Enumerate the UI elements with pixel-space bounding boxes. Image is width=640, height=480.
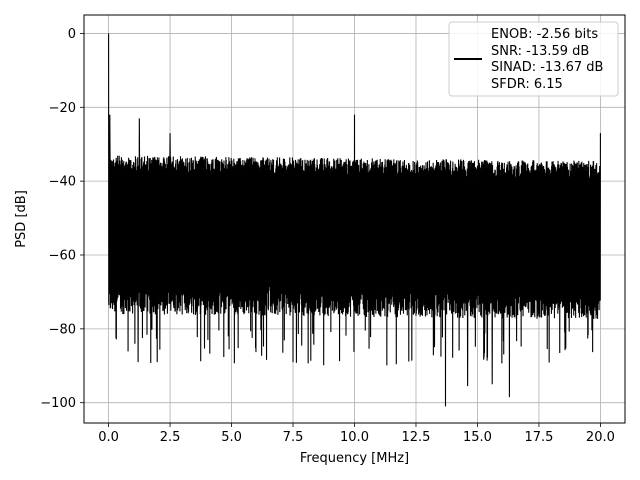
legend-line-enob: ENOB: -2.56 bits — [491, 27, 598, 42]
legend-line-sinad: SINAD: -13.67 dB — [491, 60, 603, 75]
legend: ENOB: -2.56 bits SNR: -13.59 dB SINAD: -… — [448, 21, 619, 97]
x-tick-label: 2.5 — [160, 430, 181, 445]
y-tick-label: −100 — [40, 396, 76, 411]
psd-trace — [108, 33, 601, 407]
x-tick-label: 15.0 — [463, 430, 492, 445]
x-tick-label: 12.5 — [402, 430, 431, 445]
y-tick-label: −60 — [49, 249, 76, 264]
y-tick-label: −80 — [49, 322, 76, 337]
legend-line-snr: SNR: -13.59 dB — [491, 44, 589, 59]
legend-line-sfdr: SFDR: 6.15 — [491, 77, 563, 92]
y-tick-label: 0 — [68, 27, 76, 42]
x-tick-label: 20.0 — [586, 430, 615, 445]
x-tick-label: 5.0 — [221, 430, 242, 445]
y-axis-label: PSD [dB] — [14, 190, 29, 248]
y-tick-label: −20 — [49, 101, 76, 116]
x-tick-label: 7.5 — [283, 430, 304, 445]
tick-marks-and-labels: 0.0 2.5 5.0 7.5 10.0 12.5 15.0 17.5 20.0 0 −20 −40 −… — [40, 27, 615, 445]
x-tick-label: 0.0 — [98, 430, 119, 445]
x-axis-label: Frequency [MHz] — [300, 451, 409, 466]
y-tick-label: −40 — [49, 175, 76, 190]
legend-box — [448, 21, 619, 97]
psd-series — [108, 33, 601, 407]
x-tick-label: 17.5 — [524, 430, 553, 445]
x-tick-label: 10.0 — [340, 430, 369, 445]
